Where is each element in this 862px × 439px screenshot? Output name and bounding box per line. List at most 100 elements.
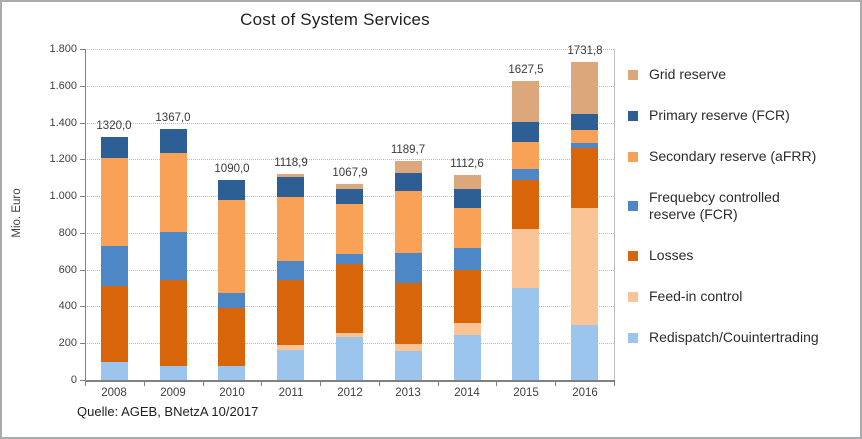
legend-swatch-icon <box>628 69 638 80</box>
bar-segment-2008 <box>101 362 128 380</box>
x-axis-label: 2010 <box>219 387 245 399</box>
y-axis-tick <box>80 86 85 87</box>
gridline <box>85 49 614 50</box>
x-axis-tick <box>320 382 321 386</box>
legend-swatch-icon <box>628 201 638 211</box>
bar-segment-2013 <box>395 344 422 351</box>
legend-label: Primary reserve (FCR) <box>649 107 790 123</box>
bar-segment-2008 <box>101 137 128 158</box>
bar-segment-2012 <box>336 204 363 254</box>
chart-title: Cost of System Services <box>240 10 430 29</box>
bar-segment-2013 <box>395 253 422 283</box>
bar-segment-2012 <box>336 189 363 204</box>
y-tick-label: 200 <box>58 337 77 349</box>
y-tick-label: 1.200 <box>49 153 77 165</box>
bar-segment-2016 <box>571 325 598 380</box>
legend-swatch-icon <box>628 332 638 343</box>
bar-segment-2009 <box>160 366 187 380</box>
bar-segment-2009 <box>160 280 187 366</box>
bar-segment-2016 <box>571 114 598 130</box>
legend: Grid reserve Primary reserve (FCR) Seconda… <box>628 66 854 346</box>
y-tick-label: 1.400 <box>49 117 77 129</box>
bar-segment-2011 <box>277 174 304 177</box>
bar-segment-2015 <box>512 122 539 142</box>
legend-item: Losses <box>628 247 854 264</box>
bar-segment-2009 <box>160 153 187 232</box>
y-axis-tick <box>80 233 85 234</box>
legend-label: Frequebcy controlled reserve (FCR) <box>649 189 780 222</box>
y-axis-tick <box>80 343 85 344</box>
x-axis-tick <box>438 382 439 386</box>
bar-segment-2014 <box>454 323 481 335</box>
bar-segment-2011 <box>277 197 304 261</box>
legend-item: Secondary reserve (aFRR) <box>628 148 854 165</box>
bar-segment-2013 <box>395 283 422 344</box>
bar-segment-2014 <box>454 248 481 270</box>
legend-label: Grid reserve <box>649 66 727 82</box>
bar-segment-2015 <box>512 180 539 229</box>
bar-segment-2011 <box>277 261 304 280</box>
bar-segment-2015 <box>512 81 539 122</box>
bar-segment-2010 <box>218 200 245 293</box>
x-axis-label: 2009 <box>160 387 186 399</box>
bar-segment-2014 <box>454 175 481 189</box>
x-axis-tick <box>379 382 380 386</box>
y-tick-label: 800 <box>58 227 77 239</box>
y-tick-label: 1.800 <box>49 43 77 55</box>
bar-segment-2015 <box>512 229 539 288</box>
x-axis-label: 2016 <box>572 387 598 399</box>
bar-segment-2015 <box>512 288 539 380</box>
bar-segment-2010 <box>218 308 245 366</box>
bar-segment-2011 <box>277 280 304 345</box>
bar-total-label: 1627,5 <box>508 64 544 76</box>
y-axis-tick <box>80 196 85 197</box>
source-note: Quelle: AGEB, BNetzA 10/2017 <box>77 404 259 419</box>
y-tick-label: 600 <box>58 264 77 276</box>
legend-swatch-icon <box>628 250 638 261</box>
legend-item: Primary reserve (FCR) <box>628 107 854 124</box>
bar-total-label: 1367,0 <box>155 112 191 124</box>
y-tick-label: 400 <box>58 300 77 312</box>
bar-segment-2015 <box>512 142 539 169</box>
bar-segment-2016 <box>571 143 598 148</box>
bar-segment-2013 <box>395 161 422 173</box>
x-axis-label: 2012 <box>337 387 363 399</box>
bar-segment-2014 <box>454 270 481 323</box>
x-axis-tick <box>555 382 556 386</box>
y-axis-tick <box>80 49 85 50</box>
bar-segment-2011 <box>277 345 304 350</box>
bar-total-label: 1320,0 <box>96 120 132 132</box>
bar-segment-2016 <box>571 208 598 325</box>
x-axis-label: 2011 <box>278 387 304 399</box>
bar-segment-2010 <box>218 366 245 380</box>
y-axis-tick <box>80 306 85 307</box>
legend-item: Redispatch/Couintertrading <box>628 329 854 346</box>
y-axis-line <box>85 49 86 382</box>
bar-segment-2016 <box>571 148 598 208</box>
bar-segment-2010 <box>218 180 245 200</box>
legend-item: Feed-in control <box>628 288 854 305</box>
bar-segment-2014 <box>454 189 481 208</box>
bar-total-label: 1067,9 <box>332 167 368 179</box>
bar-total-label: 1112,6 <box>450 158 484 170</box>
bar-total-label: 1731,8 <box>567 45 603 57</box>
bar-segment-2008 <box>101 158 128 246</box>
bar-total-label: 1189,7 <box>390 144 426 156</box>
bar-total-label: 1118,9 <box>274 157 308 169</box>
bar-segment-2016 <box>571 130 598 143</box>
bar-segment-2013 <box>395 351 422 380</box>
bar-segment-2009 <box>160 129 187 153</box>
bar-segment-2012 <box>336 184 363 189</box>
gridline <box>85 123 614 124</box>
bar-segment-2012 <box>336 333 363 337</box>
legend-swatch-icon <box>628 291 638 302</box>
bar-segment-2010 <box>218 293 245 308</box>
bar-segment-2012 <box>336 254 363 264</box>
x-axis-label: 2013 <box>395 387 421 399</box>
bar-segment-2008 <box>101 246 128 286</box>
y-axis-tick <box>80 123 85 124</box>
legend-label: Secondary reserve (aFRR) <box>649 148 817 164</box>
y-tick-label: 0 <box>70 374 77 386</box>
